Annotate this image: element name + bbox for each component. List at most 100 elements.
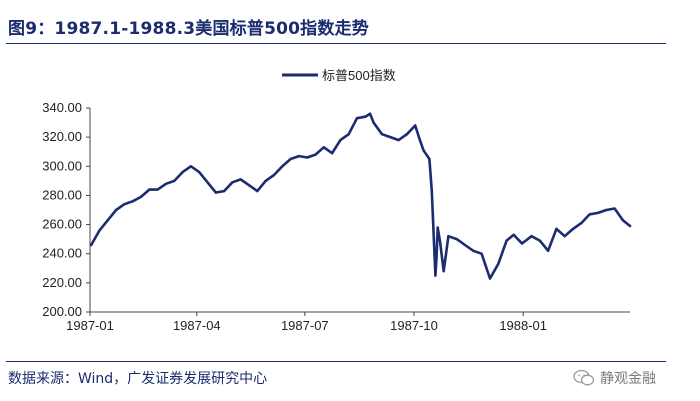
data-point (555, 227, 558, 230)
data-point (148, 188, 151, 191)
data-point (331, 152, 334, 155)
watermark-label: 静观金融 (600, 371, 656, 387)
data-point (189, 165, 192, 168)
line-chart: 标普500指数 200.00 220.00 240.00 260.00 280.00 30… (42, 68, 632, 333)
data-point (239, 178, 242, 181)
data-point (272, 173, 276, 177)
data-point (439, 241, 442, 244)
data-point (530, 235, 533, 238)
data-point (380, 133, 384, 136)
data-point (547, 249, 550, 252)
data-point (289, 157, 292, 161)
data-point (314, 153, 317, 156)
data-point (98, 229, 101, 232)
x-tick-label: 1988-01 (499, 318, 547, 333)
y-tick-label: 300.00 (42, 158, 82, 173)
x-tick-label: 1987-10 (390, 318, 438, 333)
data-point (306, 156, 309, 159)
y-tick-label: 340.00 (42, 100, 82, 115)
data-point (588, 213, 591, 216)
data-point (520, 242, 524, 245)
data-point (430, 190, 433, 193)
data-point (571, 227, 575, 230)
data-point (181, 171, 184, 174)
chart-legend: 标普500指数 (282, 68, 396, 83)
y-tick-label: 200.00 (42, 304, 82, 319)
data-point (297, 155, 300, 158)
data-point (281, 165, 284, 168)
data-point (497, 262, 500, 265)
data-point (455, 238, 458, 241)
data-point (339, 139, 342, 142)
data-point (428, 157, 431, 161)
data-point (198, 171, 201, 174)
data-point (512, 233, 515, 236)
data-point (505, 239, 508, 242)
data-point (173, 179, 176, 182)
wechat-icon (573, 369, 595, 386)
data-point (538, 239, 541, 242)
data-point (605, 208, 608, 212)
data-point (123, 203, 126, 206)
data-point (580, 222, 583, 225)
data-point (480, 252, 483, 255)
data-point (628, 224, 632, 228)
data-point (405, 133, 408, 136)
data-point (206, 181, 209, 184)
watermark: 静观金融 (573, 367, 656, 389)
series-points (90, 112, 632, 280)
data-point (414, 124, 417, 127)
data-point (621, 219, 625, 222)
data-point (472, 249, 475, 252)
data-point (90, 243, 93, 247)
data-point (264, 179, 267, 182)
x-tick-label: 1987-04 (173, 318, 221, 333)
data-point (613, 207, 616, 210)
y-tick-label: 280.00 (42, 187, 82, 202)
data-point (418, 139, 421, 142)
data-point (463, 243, 467, 247)
data-point (223, 190, 226, 193)
data-point (422, 149, 425, 152)
y-tick-label: 220.00 (42, 275, 82, 290)
data-point (164, 182, 168, 185)
x-axis: 1987-01 1987-04 1987-07 1987-10 1988-01 (66, 311, 630, 333)
data-point (106, 219, 109, 222)
data-point (434, 274, 437, 277)
data-point (247, 184, 251, 187)
data-point (355, 117, 359, 120)
data-point (488, 277, 492, 280)
x-tick-label: 1987-01 (66, 318, 114, 333)
data-point (563, 235, 566, 238)
data-point (372, 121, 375, 124)
y-axis: 200.00 220.00 240.00 260.00 280.00 300.00 320.… (42, 100, 91, 319)
data-point (156, 188, 159, 191)
data-point (214, 191, 217, 194)
series-line-sp500 (89, 112, 632, 280)
source-note: 数据来源：Wind，广发证券发展研究中心 (8, 371, 268, 387)
data-point (364, 115, 367, 118)
x-tick-label: 1987-07 (281, 318, 329, 333)
title-divider (6, 43, 666, 44)
data-point (256, 190, 259, 193)
data-point (231, 181, 234, 184)
data-point (596, 211, 600, 214)
data-point (369, 112, 372, 115)
data-point (322, 146, 325, 149)
data-point (115, 208, 118, 212)
y-tick-label: 320.00 (42, 129, 82, 144)
y-tick-label: 240.00 (42, 246, 82, 261)
data-point (347, 133, 350, 136)
y-tick-label: 260.00 (42, 217, 82, 232)
data-point (436, 226, 439, 229)
data-point (442, 270, 445, 273)
footer-divider (6, 361, 666, 362)
page-title: 图9：1987.1-1988.3美国标普500指数走势 (8, 19, 369, 39)
data-point (447, 235, 450, 238)
legend-label: 标普500指数 (322, 68, 396, 83)
data-point (131, 200, 134, 203)
data-point (435, 257, 438, 260)
data-point (397, 139, 400, 142)
data-point (389, 136, 392, 139)
data-point (139, 195, 143, 198)
